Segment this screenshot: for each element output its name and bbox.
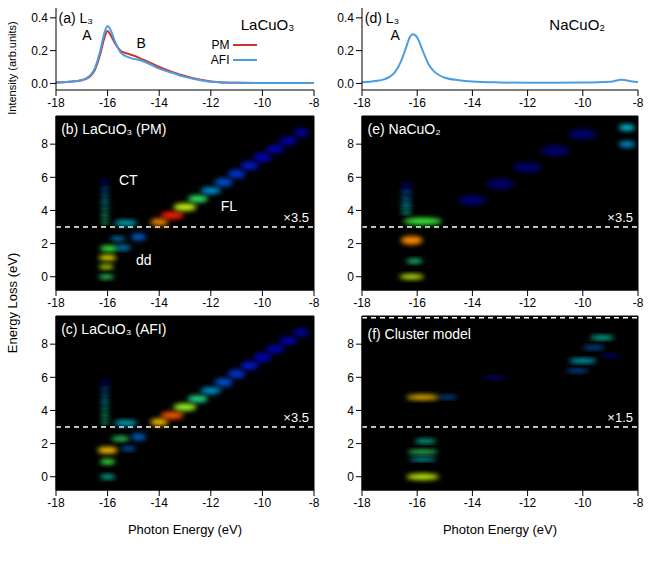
svg-text:0: 0: [347, 470, 354, 484]
html-text:PM: PM: [211, 37, 230, 52]
svg-text:6: 6: [347, 171, 354, 185]
html-text:AFI: AFI: [210, 52, 230, 67]
svg-text:-12: -12: [202, 296, 220, 310]
svg-text:-10: -10: [574, 296, 592, 310]
svg-text:0: 0: [347, 270, 354, 284]
svg-text:-12: -12: [202, 96, 220, 110]
svg-text:2: 2: [41, 437, 48, 451]
svg-text:-10: -10: [254, 296, 272, 310]
svg-text:-14: -14: [151, 296, 169, 310]
html-text:Intensity (arb.units): Intensity (arb.units): [6, 21, 18, 115]
html-text:A: A: [82, 27, 92, 43]
svg-text:-12: -12: [519, 496, 537, 510]
html-text:(d) L₃: (d) L₃: [364, 10, 400, 27]
svg-text:-10: -10: [254, 496, 272, 510]
svg-text:-16: -16: [99, 496, 117, 510]
svg-text:-16: -16: [409, 296, 427, 310]
svg-text:0.2: 0.2: [31, 44, 48, 58]
svg-text:-12: -12: [519, 296, 537, 310]
svg-text:-18: -18: [47, 296, 65, 310]
svg-text:-8: -8: [309, 96, 320, 110]
svg-text:-16: -16: [409, 496, 427, 510]
html-text:Energy Loss (eV): Energy Loss (eV): [4, 252, 20, 354]
svg-text:-18: -18: [47, 496, 65, 510]
svg-text:-18: -18: [353, 96, 371, 110]
svg-text:-10: -10: [254, 96, 272, 110]
html-text:CT: CT: [118, 172, 138, 189]
html-text:(e) NaCuO₂: (e) NaCuO₂: [367, 121, 441, 138]
svg-text:-18: -18: [47, 96, 65, 110]
html-text:LaCuO₃: LaCuO₃: [240, 15, 295, 33]
svg-text:0.4: 0.4: [337, 11, 354, 25]
svg-text:2: 2: [347, 237, 354, 251]
svg-text:-10: -10: [574, 496, 592, 510]
svg-text:×3.5: ×3.5: [283, 410, 309, 425]
svg-text:2: 2: [347, 437, 354, 451]
html-text:(b) LaCuO₃ (PM): (b) LaCuO₃ (PM): [61, 121, 167, 138]
html-text:B: B: [136, 35, 146, 52]
html-text:A: A: [390, 27, 400, 43]
svg-text:8: 8: [347, 337, 354, 351]
svg-text:×3.5: ×3.5: [607, 210, 633, 225]
svg-text:0.2: 0.2: [337, 44, 354, 58]
svg-text:6: 6: [347, 371, 354, 385]
svg-text:-16: -16: [409, 96, 427, 110]
svg-text:0.4: 0.4: [31, 11, 48, 25]
svg-text:-14: -14: [151, 96, 169, 110]
svg-text:4: 4: [347, 204, 354, 218]
svg-text:4: 4: [347, 404, 354, 418]
svg-text:0: 0: [41, 270, 48, 284]
svg-text:6: 6: [41, 171, 48, 185]
svg-text:-14: -14: [151, 496, 169, 510]
svg-text:-18: -18: [353, 496, 371, 510]
html-text:dd: dd: [135, 252, 152, 269]
html-text:NaCuO₂: NaCuO₂: [549, 15, 606, 33]
svg-text:6: 6: [41, 371, 48, 385]
svg-text:-16: -16: [99, 96, 117, 110]
svg-text:-8: -8: [633, 96, 644, 110]
svg-text:-8: -8: [633, 296, 644, 310]
svg-text:8: 8: [41, 337, 48, 351]
svg-text:-10: -10: [574, 96, 592, 110]
svg-text:Photon Energy (eV): Photon Energy (eV): [443, 522, 557, 537]
svg-text:Photon Energy (eV): Photon Energy (eV): [128, 522, 242, 537]
svg-text:-14: -14: [464, 496, 482, 510]
svg-text:8: 8: [347, 137, 354, 151]
html-text:(f) Cluster model: (f) Cluster model: [367, 326, 471, 343]
svg-text:-14: -14: [464, 96, 482, 110]
svg-text:-8: -8: [309, 496, 320, 510]
svg-text:-14: -14: [464, 296, 482, 310]
svg-text:-8: -8: [633, 496, 644, 510]
svg-text:0.0: 0.0: [337, 77, 354, 91]
html-text:FL: FL: [220, 198, 237, 215]
html-text:(c) LaCuO₃ (AFI): (c) LaCuO₃ (AFI): [61, 321, 167, 338]
svg-text:×3.5: ×3.5: [283, 210, 309, 225]
svg-text:-16: -16: [99, 296, 117, 310]
html-text:(a) L₃: (a) L₃: [58, 10, 94, 27]
svg-text:-8: -8: [309, 296, 320, 310]
svg-text:-18: -18: [353, 296, 371, 310]
svg-text:-12: -12: [519, 96, 537, 110]
svg-text:0.0: 0.0: [31, 77, 48, 91]
svg-text:8: 8: [41, 137, 48, 151]
svg-text:4: 4: [41, 404, 48, 418]
svg-text:4: 4: [41, 204, 48, 218]
svg-text:-12: -12: [202, 496, 220, 510]
svg-text:2: 2: [41, 237, 48, 251]
svg-text:0: 0: [41, 470, 48, 484]
svg-text:×1.5: ×1.5: [607, 410, 633, 425]
